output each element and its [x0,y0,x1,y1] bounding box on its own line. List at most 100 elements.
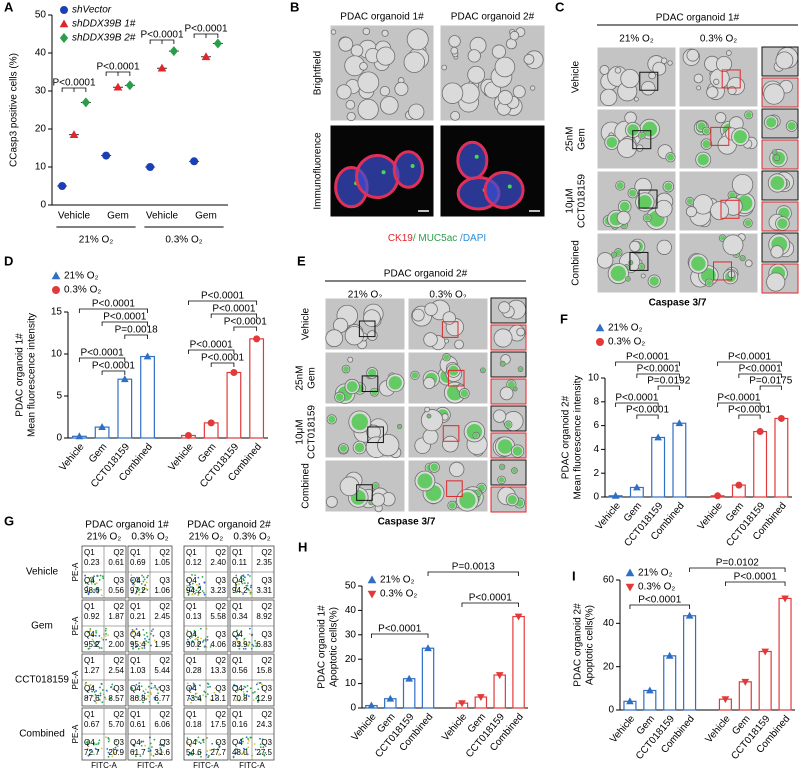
bracket [689,567,786,572]
event-dot [238,647,241,650]
organoid [498,301,511,314]
event-dot [249,687,252,690]
zoom-region [638,189,658,209]
event-dot [186,579,189,582]
event-dot [216,748,219,751]
event-dot [157,702,160,704]
bracket [78,357,126,362]
event-dot [134,689,137,691]
event-dot [136,581,139,583]
event-dot [142,580,145,583]
annotation: P<0.0001 [615,393,659,404]
quadrant-value: 2.54 [108,666,124,675]
caspase-signal [644,214,651,221]
event-dot [152,634,155,637]
event-dot [91,690,93,693]
event-dot [137,578,139,581]
bar [140,355,155,439]
event-dot [145,581,148,584]
event-dot [201,640,204,643]
marker [52,286,60,294]
event-dot [145,640,148,642]
stain-legend: CK19/ MUC5ac /DAPI [388,233,486,244]
zoom-region [639,71,659,91]
legend-label: 0.3% O₂ [380,589,417,600]
organoid [713,78,720,85]
y-axis-label: Mean fluorescence intensity [27,313,38,437]
stain-name: / MUC5ac [413,233,457,244]
organoid [654,199,673,218]
event-dot [198,586,200,589]
zoom-region [367,426,384,444]
event-dot [245,736,248,739]
event-dot [96,592,99,595]
marker [761,648,770,656]
organoid [450,46,459,55]
annotation: P<0.0001 [638,595,682,606]
event-dot [110,686,113,688]
event-dot [247,742,249,745]
x-tick-label: Vehicle [58,441,87,473]
organoid [347,356,354,363]
organoid [381,29,389,37]
event-dot [132,750,135,753]
zoom-frame [761,263,799,294]
organoid [394,81,409,96]
bracket [657,385,680,390]
event-dot [203,593,206,596]
event-dot [242,647,245,650]
event-dot [107,751,110,754]
quadrant-value: 8.57 [108,694,124,703]
column-header: PDAC organoid 1# [85,520,169,531]
caspase-signal [787,121,796,131]
bracket [371,633,429,638]
event-dot [202,694,205,697]
organoid [406,28,429,51]
quadrant-label: Q1 [84,602,95,611]
event-dot [235,591,238,594]
event-dot [143,587,146,590]
event-dot [87,593,90,596]
quadrant-value: 0.67 [84,720,100,729]
organoid [336,84,352,100]
marker [125,80,135,91]
event-dot [244,576,246,579]
event-dot [191,573,193,576]
organoid [715,112,727,124]
zoom-region [441,321,459,338]
event-dot [249,575,251,577]
organoid [523,53,535,65]
event-dot [142,576,145,579]
organoid [345,99,356,110]
bar [758,650,772,711]
event-dot [243,579,245,582]
event-dot [86,743,89,746]
quadrant-value: 13.1 [210,694,226,703]
organoid [424,406,430,413]
event-dot [140,583,143,585]
event-dot [104,629,107,632]
event-dot [259,743,262,746]
event-dot [197,594,200,597]
quadrant-value: 2.35 [256,558,272,567]
annotation: P=0.0018 [115,325,159,336]
organoid [624,111,637,125]
event-dot [209,685,211,688]
quadrant-label: Q2 [215,548,226,557]
row-label: CCT018159 [577,174,588,228]
organoid [444,338,450,344]
zoom-region [446,480,463,497]
y-tick-label: 6 [593,420,599,431]
condition-label: 0.3% O₂ [233,532,270,543]
bracket [188,300,258,305]
event-dot [245,748,248,750]
organoid [629,240,641,253]
event-dot [152,686,155,689]
event-dot [236,748,239,751]
event-dot [201,590,204,592]
caspase-signal [612,252,617,257]
event-dot [97,589,100,591]
event-dot [150,630,153,632]
event-dot [87,740,89,743]
caspase-signal [686,198,693,205]
